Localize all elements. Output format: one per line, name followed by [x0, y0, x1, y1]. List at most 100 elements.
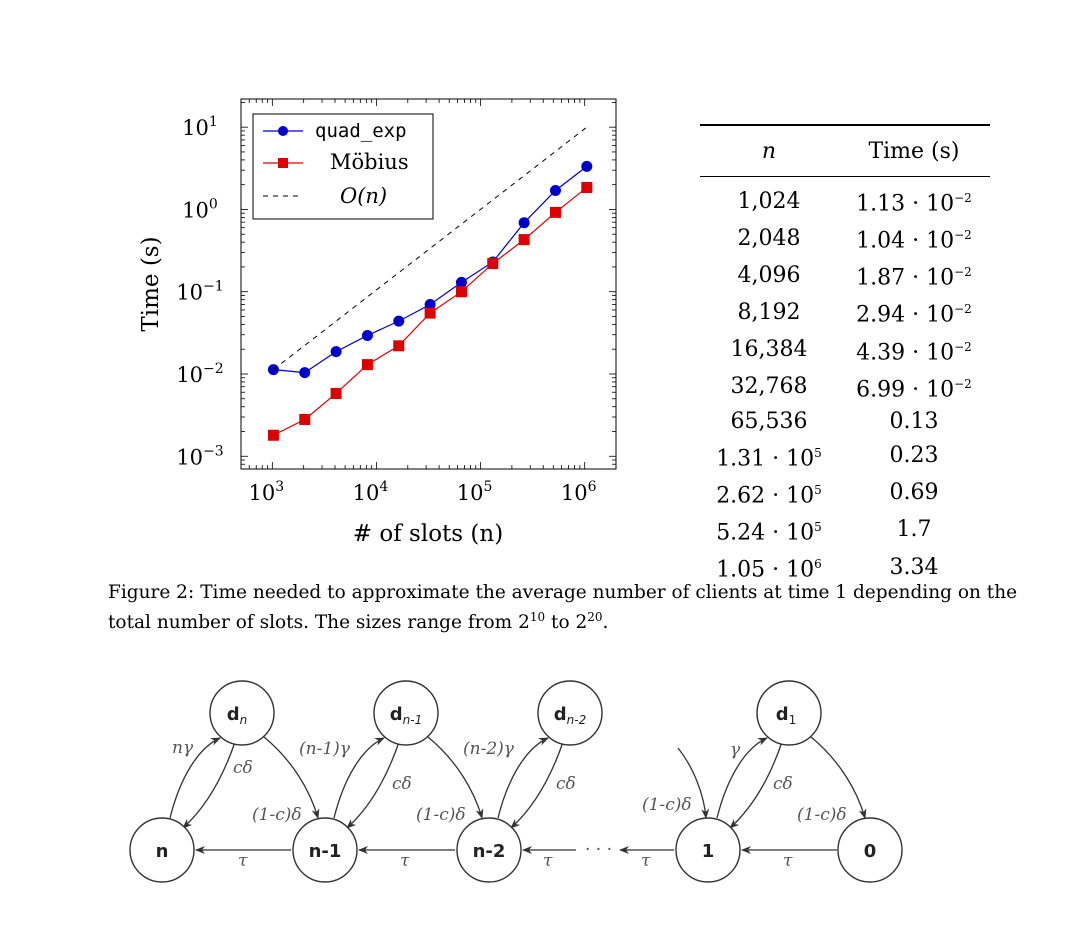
cell-n: 2.62 · 105: [716, 482, 822, 508]
table-header-n: n: [761, 138, 777, 164]
y-axis-label: Time (s): [138, 236, 164, 331]
legend-label-quad-exp: quad_exp: [315, 120, 407, 142]
mobius-point: [267, 429, 279, 441]
cell-time: 2.94 · 10−2: [856, 302, 972, 328]
y-tick-label: 10−1: [176, 279, 223, 305]
x-tick-label: 106: [561, 479, 597, 505]
label-n2-gamma: (n-2)γ: [463, 739, 515, 759]
cell-n: 4,096: [737, 262, 801, 288]
node-n-2: n-2: [456, 817, 522, 883]
legend-marker-quad-exp: [278, 126, 288, 136]
node-d1: d1: [756, 680, 822, 746]
table-row: 1.05 · 106 3.34: [700, 549, 990, 586]
label-1mc-delta-1: (1-c)δ: [252, 805, 302, 825]
diagram-edges: [169, 736, 867, 854]
timing-table: n Time (s) 1,024 1.13 · 10−2 2,048 1.04 · 1…: [700, 124, 990, 586]
label-tau-2: τ: [400, 851, 410, 871]
edge-dn-n1: [263, 736, 320, 819]
table-row: 1,024 1.13 · 10−2: [700, 177, 990, 221]
label-dots: · · ·: [585, 840, 612, 860]
legend-label-mobius: Möbius: [330, 150, 409, 174]
series-line-2: [273, 126, 588, 371]
label-tau-1: τ: [238, 851, 248, 871]
caption-mid: to 2: [545, 612, 588, 634]
mobius-point: [487, 258, 499, 270]
table-row: 2.62 · 105 0.69: [700, 475, 990, 512]
cell-n: 1.31 · 105: [716, 445, 822, 471]
node-dn: dn: [209, 680, 275, 746]
svg-text:d1: d1: [776, 704, 797, 727]
caption-exp2: 20: [587, 610, 603, 624]
label-c-delta-4: cδ: [773, 774, 793, 794]
mobius-point: [549, 206, 561, 218]
table-header-time: Time (s): [868, 138, 960, 164]
cell-time: 3.34: [889, 554, 939, 580]
diagram-edge-labels: nγ cδ (n-1)γ (1-c)δ cδ (n-2)γ (1-c)δ cδ …: [172, 738, 847, 871]
cell-time: 0.69: [889, 480, 939, 506]
label-1mc-delta-3: (1-c)δ: [642, 795, 692, 815]
node-n: n: [129, 817, 195, 883]
cell-time: 6.99 · 10−2: [856, 376, 972, 402]
node-0: 0: [837, 817, 903, 883]
edge-d1-1: [729, 741, 783, 829]
svg-text:0: 0: [864, 841, 877, 862]
plot-frame: [240, 98, 617, 470]
table-row: 2,048 1.04 · 10−2: [700, 220, 990, 257]
quad-exp-point: [330, 346, 342, 358]
quad-exp-point: [581, 160, 593, 172]
node-dn-2: dn-2: [537, 680, 603, 746]
cell-n: 8,192: [737, 300, 801, 326]
edge-dn2-n2: [510, 741, 564, 829]
svg-text:dn-2: dn-2: [554, 704, 586, 727]
edge-1-d1: [716, 737, 768, 819]
label-n1-gamma: (n-1)γ: [299, 739, 351, 759]
legend-marker-mobius: [278, 158, 288, 168]
node-n-1: n-1: [292, 817, 358, 883]
figure-caption: Figure 2: Time needed to approximate the …: [108, 580, 1038, 635]
table-row: 5.24 · 105 1.7: [700, 512, 990, 549]
table-header-row: n Time (s): [700, 125, 990, 177]
x-tick-label: 104: [353, 479, 389, 505]
y-tick-label: 101: [182, 114, 218, 140]
y-tick-label: 100: [182, 196, 218, 222]
cell-time: 1.04 · 10−2: [856, 228, 972, 254]
quad-exp-point: [299, 367, 311, 379]
mobius-point: [393, 340, 405, 352]
cell-time: 0.13: [889, 408, 939, 434]
legend: quad_exp Möbius O(n): [252, 113, 434, 220]
cell-n: 32,768: [730, 374, 808, 400]
cell-n: 5.24 · 105: [716, 519, 822, 546]
caption-label: Figure 2:: [108, 582, 195, 603]
svg-text:dn-1: dn-1: [390, 704, 422, 727]
mobius-point: [581, 181, 593, 193]
label-tau-5: τ: [783, 851, 793, 871]
x-tick-label: 103: [249, 479, 285, 505]
quad-exp-point: [424, 299, 436, 311]
caption-text: Time needed to approximate the average n…: [108, 582, 1018, 634]
mobius-point: [330, 387, 342, 399]
y-tick-label: 10−2: [176, 361, 223, 387]
table-row: 65,536 0.13: [700, 406, 990, 438]
label-c-delta-3: cδ: [556, 774, 576, 794]
quad-exp-point: [518, 217, 530, 229]
table-row: 16,384 4.39 · 10−2: [700, 332, 990, 369]
chart-marks: [267, 126, 593, 441]
y-tick-label: 10−3: [176, 443, 223, 469]
cell-time: 1.13 · 10−2: [856, 191, 972, 217]
mobius-point: [455, 286, 467, 298]
x-axis-label: # of slots (n): [353, 521, 503, 547]
mobius-point: [299, 413, 311, 425]
chart-tick-labels: 103 104 105 106 10−3 10−2 10−1 100 101: [176, 114, 596, 505]
cell-time: 0.23: [889, 443, 939, 469]
cell-time: 1.7: [896, 517, 932, 543]
label-c-delta-1: cδ: [233, 758, 253, 778]
edge-dn1-n1: [346, 741, 400, 829]
caption-exp1: 10: [529, 610, 546, 624]
svg-text:n-1: n-1: [309, 841, 342, 862]
edge-dn1-n2: [427, 736, 484, 819]
table-row: 32,768 6.99 · 10−2: [700, 369, 990, 406]
cell-time: 4.39 · 10−2: [856, 339, 972, 365]
label-gamma: γ: [730, 740, 741, 760]
cell-n: 16,384: [730, 337, 808, 363]
quad-exp-point: [393, 315, 405, 327]
